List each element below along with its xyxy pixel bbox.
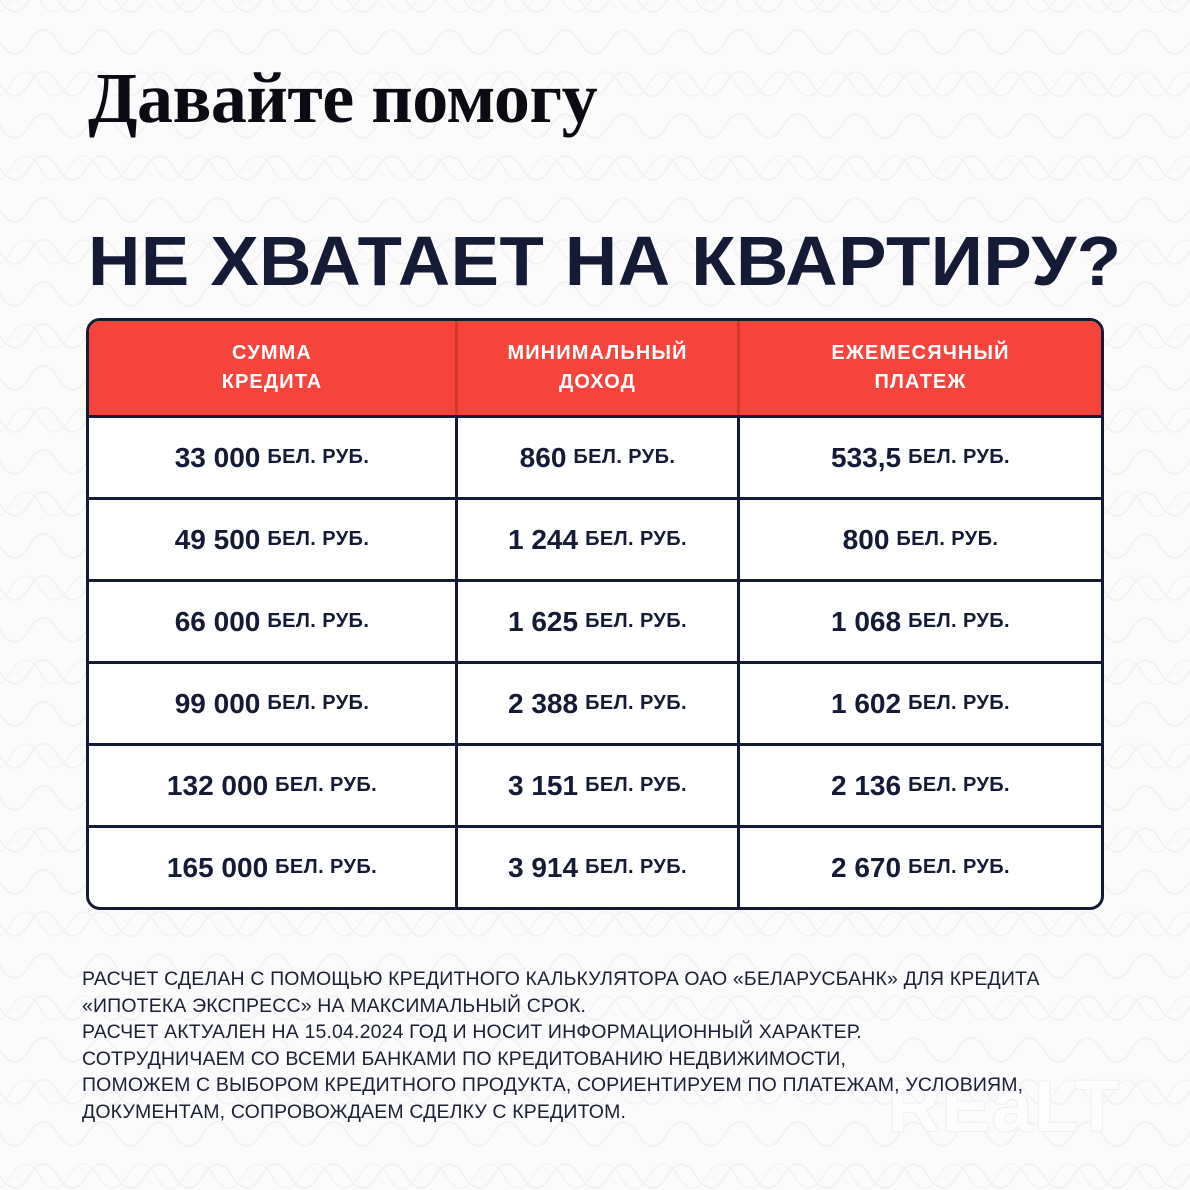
value-loan-amount: 33 000 [174,441,261,473]
table-row: 165 000 БЕЛ. РУБ. 3 914 БЕЛ. РУБ. 2 670 … [89,825,1101,907]
column-header-monthly-payment-line2: ПЛАТЕЖ [874,371,967,393]
unit-label: БЕЛ. РУБ. [267,528,370,550]
table-row: 132 000 БЕЛ. РУБ. 3 151 БЕЛ. РУБ. 2 136 … [89,743,1101,825]
cell-monthly-payment: 2 670 БЕЛ. РУБ. [737,828,1101,907]
cell-monthly-payment: 2 136 БЕЛ. РУБ. [737,746,1101,825]
table-row: 49 500 БЕЛ. РУБ. 1 244 БЕЛ. РУБ. 800 БЕЛ… [89,497,1101,579]
unit-label: БЕЛ. РУБ. [275,774,378,796]
footnote-line-1: РАСЧЕТ СДЕЛАН С ПОМОЩЬЮ КРЕДИТНОГО КАЛЬК… [82,968,1040,990]
credit-rates-table: СУММА КРЕДИТА МИНИМАЛЬНЫЙ ДОХОД ЕЖЕМЕСЯЧ… [86,318,1104,910]
value-monthly-payment: 1 602 [831,687,902,719]
footnote-line-3: РАСЧЕТ АКТУАЛЕН НА 15.04.2024 ГОД И НОСИ… [82,1021,862,1043]
value-minimum-income: 3 914 [508,851,579,883]
unit-label: БЕЛ. РУБ. [585,774,687,796]
unit-label: БЕЛ. РУБ. [908,446,1010,468]
unit-label: БЕЛ. РУБ. [585,856,687,878]
unit-label: БЕЛ. РУБ. [908,692,1010,714]
unit-label: БЕЛ. РУБ. [896,528,999,550]
value-minimum-income: 3 151 [508,769,579,801]
value-loan-amount: 99 000 [174,687,261,719]
column-header-monthly-payment: ЕЖЕМЕСЯЧНЫЙ ПЛАТЕЖ [737,321,1101,415]
cell-monthly-payment: 1 068 БЕЛ. РУБ. [737,582,1101,661]
table-header-row: СУММА КРЕДИТА МИНИМАЛЬНЫЙ ДОХОД ЕЖЕМЕСЯЧ… [89,321,1101,415]
column-header-monthly-payment-line1: ЕЖЕМЕСЯЧНЫЙ [831,342,1010,364]
footnote-block: РАСЧЕТ СДЕЛАН С ПОМОЩЬЮ КРЕДИТНОГО КАЛЬК… [82,966,1142,1125]
cell-loan-amount: 132 000 БЕЛ. РУБ. [89,746,455,825]
value-loan-amount: 49 500 [174,523,261,555]
value-monthly-payment: 800 [842,523,890,555]
value-loan-amount: 165 000 [166,851,269,883]
cell-minimum-income: 2 388 БЕЛ. РУБ. [455,664,737,743]
unit-label: БЕЛ. РУБ. [585,692,687,714]
column-header-loan-amount: СУММА КРЕДИТА [89,321,455,415]
unit-label: БЕЛ. РУБ. [267,692,370,714]
column-header-loan-amount-line1: СУММА [232,342,312,364]
unit-label: БЕЛ. РУБ. [573,446,676,468]
unit-label: БЕЛ. РУБ. [267,610,370,632]
value-monthly-payment: 2 670 [831,851,902,883]
unit-label: БЕЛ. РУБ. [585,528,687,550]
value-monthly-payment: 2 136 [831,769,902,801]
value-loan-amount: 132 000 [166,769,269,801]
footnote-line-5: ПОМОЖЕМ С ВЫБОРОМ КРЕДИТНОГО ПРОДУКТА, С… [82,1074,1024,1096]
value-minimum-income: 860 [519,441,567,473]
cell-monthly-payment: 800 БЕЛ. РУБ. [737,500,1101,579]
table-row: 66 000 БЕЛ. РУБ. 1 625 БЕЛ. РУБ. 1 068 Б… [89,579,1101,661]
table-row: 99 000 БЕЛ. РУБ. 2 388 БЕЛ. РУБ. 1 602 Б… [89,661,1101,743]
unit-label: БЕЛ. РУБ. [908,856,1010,878]
column-header-loan-amount-line2: КРЕДИТА [221,371,323,393]
unit-label: БЕЛ. РУБ. [908,610,1010,632]
headline-primary: Давайте помогу [88,58,598,138]
value-monthly-payment: 533,5 [831,441,902,473]
footnote-line-6: ДОКУМЕНТАМ, СОПРОВОЖДАЕМ СДЕЛКУ С КРЕДИТ… [82,1100,627,1123]
table-row: 33 000 БЕЛ. РУБ. 860 БЕЛ. РУБ. 533,5 БЕЛ… [89,415,1101,497]
column-header-minimum-income-line1: МИНИМАЛЬНЫЙ [507,342,688,364]
unit-label: БЕЛ. РУБ. [908,774,1010,796]
headline-block: Давайте помогу НЕ ХВАТАЕТ НА КВАРТИРУ? [88,58,1121,296]
cell-minimum-income: 1 625 БЕЛ. РУБ. [455,582,737,661]
cell-loan-amount: 33 000 БЕЛ. РУБ. [89,418,455,497]
value-minimum-income: 2 388 [508,687,579,719]
headline-question: НЕ ХВАТАЕТ НА КВАРТИРУ? [88,222,1122,300]
cell-loan-amount: 49 500 БЕЛ. РУБ. [89,500,455,579]
cell-minimum-income: 1 244 БЕЛ. РУБ. [455,500,737,579]
value-minimum-income: 1 244 [508,523,579,555]
value-minimum-income: 1 625 [508,605,579,637]
cell-monthly-payment: 533,5 БЕЛ. РУБ. [737,418,1101,497]
unit-label: БЕЛ. РУБ. [585,610,687,632]
cell-monthly-payment: 1 602 БЕЛ. РУБ. [737,664,1101,743]
value-monthly-payment: 1 068 [831,605,902,637]
footnote-line-2: «ИПОТЕКА ЭКСПРЕСС» НА МАКСИМАЛЬНЫЙ СРОК. [82,994,587,1017]
cell-loan-amount: 165 000 БЕЛ. РУБ. [89,828,455,907]
footnote-line-4: СОТРУДНИЧАЕМ СО ВСЕМИ БАНКАМИ ПО КРЕДИТО… [82,1047,847,1070]
cell-loan-amount: 99 000 БЕЛ. РУБ. [89,664,455,743]
cell-loan-amount: 66 000 БЕЛ. РУБ. [89,582,455,661]
unit-label: БЕЛ. РУБ. [275,856,378,878]
value-loan-amount: 66 000 [174,605,261,637]
cell-minimum-income: 3 151 БЕЛ. РУБ. [455,746,737,825]
column-header-minimum-income: МИНИМАЛЬНЫЙ ДОХОД [455,321,737,415]
column-header-minimum-income-line2: ДОХОД [559,371,636,393]
cell-minimum-income: 860 БЕЛ. РУБ. [455,418,737,497]
unit-label: БЕЛ. РУБ. [267,446,370,468]
cell-minimum-income: 3 914 БЕЛ. РУБ. [455,828,737,907]
